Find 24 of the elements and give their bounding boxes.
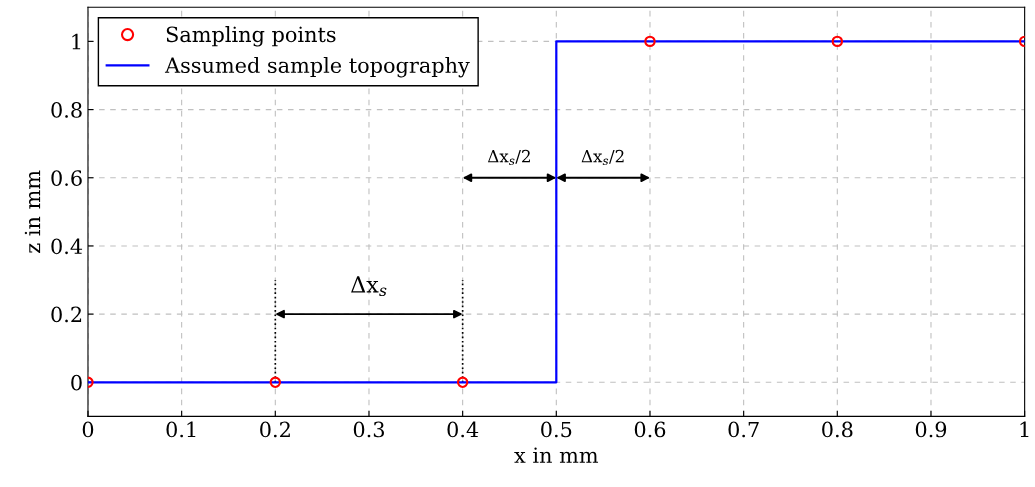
y-tick-label: 0.8 [51, 102, 82, 118]
x-tick-label: 0.1 [166, 421, 196, 438]
annotation: Δx$_{s}$/2 [581, 149, 624, 165]
y-tick-label: 0.4 [51, 238, 83, 255]
annotation: Δx$_{s}$/2 [487, 149, 530, 165]
y-tick-label: 1 [72, 33, 81, 50]
legend-label: Sampling points [166, 26, 336, 47]
x-tick-label: 1 [1020, 421, 1029, 438]
y-axis-title: z in mm [24, 170, 41, 253]
x-tick-label: 0.4 [447, 421, 479, 438]
y-tick-label: 0.2 [51, 306, 82, 323]
x-tick-label: 0.5 [541, 421, 572, 438]
y-tick-label: 0.6 [51, 170, 82, 186]
y-tick-label: 0 [71, 374, 82, 391]
x-tick-label: 0.6 [634, 421, 666, 438]
x-tick-label: 0.2 [260, 421, 290, 438]
x-tick-label: 0.3 [353, 421, 384, 438]
annotation: Δx$_{s}$ [351, 276, 387, 297]
x-tick-label: 0.8 [822, 421, 853, 438]
legend-label: Assumed sample topography [164, 56, 470, 78]
x-tick-label: 0.9 [915, 421, 947, 438]
x-tick-label: 0.7 [728, 421, 759, 438]
x-tick-label: 0 [82, 421, 94, 438]
x-axis-title: x in mm [514, 447, 599, 463]
